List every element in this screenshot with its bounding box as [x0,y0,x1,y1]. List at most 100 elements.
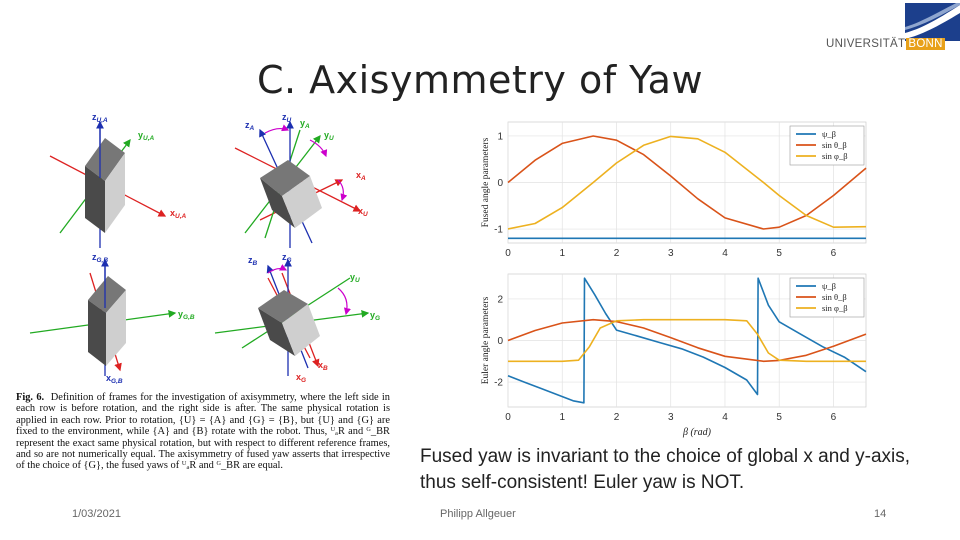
xu-label: x [358,206,363,216]
footer-author: Philipp Allgeuer [440,508,516,520]
x-tick-label: 5 [776,412,782,423]
zg-sub: G [287,257,292,264]
z-ua-sub: U,A [97,117,109,124]
series-line-0 [507,277,867,404]
footer-date: 1/03/2021 [72,508,121,520]
frames-figure: zU,A yU,A xU,A zA zU yA yU xA xU zG,B yG… [29,112,380,385]
university-name: UNIVERSITÄT BONN [826,38,945,50]
x-tick-label: 1 [559,412,565,423]
z-gb-sub: G,B [97,257,109,264]
svg-text:xG: xG [296,372,306,384]
series-line-2 [507,135,867,230]
zg-label: z [282,252,287,262]
svg-text:xG,B: xG,B [106,373,123,385]
ya-sub: A [304,123,310,130]
z-gb-label: z [92,252,97,262]
x-tick-label: 5 [776,248,782,259]
city-label: BONN [906,38,945,50]
x-ua-sub: U,A [175,213,187,220]
x-ua-label: x [170,208,175,218]
y-tick-label: 2 [497,294,503,305]
xb-sub: B [323,365,328,372]
zu-label: z [282,112,287,122]
fused-yaw-note: Fused yaw is invariant to the choice of … [420,446,911,493]
x-tick-label: 6 [831,412,837,423]
caption-label: Fig. 6. [16,392,45,403]
y-axis-label: Euler angle parameters [481,296,491,384]
svg-text:zU,A: zU,A [92,112,108,124]
xu-sub: U [363,211,368,218]
x-tick-label: 3 [668,248,674,259]
yu-sub: U [329,135,334,142]
yu-label: y [324,130,329,140]
zb-sub: B [253,260,258,267]
svg-text:yG,B: yG,B [178,309,195,321]
x-tick-label: 1 [559,248,565,259]
za-sub: A [249,125,255,132]
x-tick-label: 2 [614,412,620,423]
svg-text:yA: yA [300,118,310,130]
x-axis-label: β (rad) [682,427,712,438]
svg-text:zG,B: zG,B [92,252,108,264]
panel-bottom-left: zG,B yG,B xG,B [29,252,195,385]
legend-entry: ψ_β [822,129,836,139]
yg1-label: y [350,272,355,282]
page-number: 14 [874,508,887,520]
za-label: z [245,120,250,130]
svg-text:xU: xU [358,206,368,218]
x-tick-label: 0 [505,248,511,259]
series-line-2 [508,318,866,363]
zb-label: z [248,255,253,265]
y-ua-label: y [138,130,143,140]
svg-text:yU,A: yU,A [138,130,155,142]
y-ua-sub: U,A [143,135,155,142]
z-ua-label: z [92,112,97,122]
svg-text:zA: zA [245,120,255,132]
x-gb-sub: G,B [111,378,123,385]
series-line-1 [507,318,867,363]
university-logo-icon [905,3,960,41]
svg-text:xB: xB [318,360,328,372]
yg2-sub: G [375,315,380,322]
legend-entry: sin φ_β [822,151,848,161]
legend-entry: sin θ_β [822,140,847,150]
svg-text:xU,A: xU,A [170,208,187,220]
xg-label: x [296,372,301,382]
x-tick-label: 2 [614,248,620,259]
svg-text:yU: yU [324,130,334,142]
svg-text:zG: zG [282,252,292,264]
slide-title: C. Axisymmetry of Yaw [256,58,704,102]
svg-text:zB: zB [248,255,258,267]
panel-bottom-right: zB zG yU yG xB xG [214,252,380,384]
y-tick-label: 1 [497,131,503,142]
x-tick-label: 4 [722,248,728,259]
panel-top-right: zA zU yA yU xA xU [234,112,368,248]
legend-entry: ψ_β [822,281,836,291]
zu-sub: U [287,117,292,124]
y-tick-label: 0 [497,178,503,189]
y-tick-label: 0 [497,336,503,347]
university-label: UNIVERSITÄT [826,38,906,50]
xb-label: x [318,360,323,370]
x-tick-label: 0 [505,412,511,423]
y-tick-label: -1 [494,225,503,236]
x-tick-label: 4 [722,412,728,423]
xa-sub: A [360,175,366,182]
y-axis-label: Fused angle parameters [481,137,491,227]
x-tick-label: 3 [668,412,674,423]
y-gb-label: y [178,309,183,319]
y-gb-sub: G,B [183,314,195,321]
series-line-1 [507,135,867,230]
svg-text:zU: zU [282,112,292,124]
yg2-label: y [370,310,375,320]
ya-label: y [300,118,305,128]
legend-entry: sin φ_β [822,303,848,313]
svg-text:yU: yU [350,272,360,284]
yg1-sub: U [355,277,360,284]
x-tick-label: 6 [831,248,837,259]
y-tick-label: -2 [494,378,503,389]
xa-label: x [356,170,361,180]
legend-entry: sin θ_β [822,292,847,302]
